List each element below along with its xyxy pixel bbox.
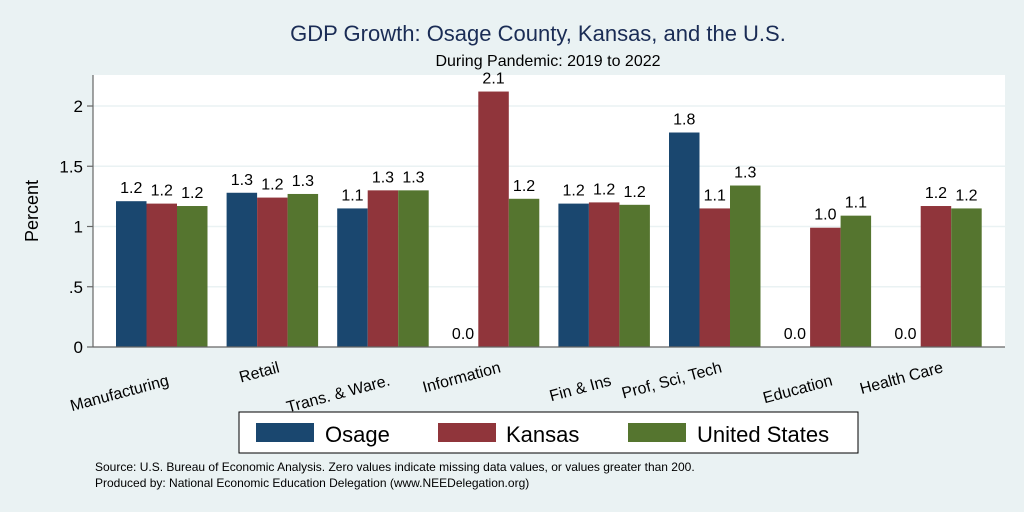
- legend-swatch: [256, 423, 314, 442]
- bar-kansas: [810, 227, 841, 347]
- bar-united-states: [840, 215, 872, 347]
- data-label: 1.2: [563, 183, 585, 200]
- producer-note: Produced by: National Economic Education…: [95, 476, 529, 490]
- bar-kansas: [257, 197, 288, 347]
- bar-osage: [337, 208, 368, 347]
- legend-swatch: [628, 423, 686, 442]
- x-tick-label: Education: [761, 372, 834, 407]
- y-tick-label: .5: [69, 278, 83, 297]
- data-label: 1.8: [673, 112, 695, 129]
- data-label: 1.3: [231, 172, 253, 189]
- y-axis-label: Percent: [22, 180, 42, 242]
- y-tick-label: 1: [74, 218, 83, 237]
- data-label: 1.1: [704, 187, 726, 204]
- data-label: 1.2: [120, 180, 142, 197]
- bar-kansas: [478, 91, 509, 347]
- bar-kansas: [699, 208, 730, 347]
- source-note: Source: U.S. Bureau of Economic Analysis…: [95, 460, 695, 474]
- legend-swatch: [438, 423, 496, 442]
- bar-united-states: [177, 206, 208, 347]
- data-label: 0.0: [452, 326, 474, 343]
- data-label: 1.2: [955, 187, 977, 204]
- bar-osage: [226, 192, 258, 347]
- x-tick-label: Health Care: [858, 359, 945, 398]
- y-tick-label: 1.5: [59, 157, 83, 176]
- legend-label: Osage: [325, 422, 390, 447]
- bar-united-states: [730, 185, 761, 347]
- data-label: 1.3: [402, 169, 424, 186]
- legend: [238, 411, 859, 454]
- data-label: 2.1: [482, 71, 504, 88]
- bar-osage: [116, 201, 147, 347]
- x-tick-label: Manufacturing: [68, 372, 170, 415]
- chart-title: GDP Growth: Osage County, Kansas, and th…: [290, 21, 786, 46]
- data-label: 1.2: [151, 183, 173, 200]
- x-tick-label: Trans. & Ware.: [285, 372, 392, 416]
- y-tick-label: 2: [74, 97, 83, 116]
- data-label: 1.1: [845, 195, 867, 212]
- data-label: 1.2: [513, 178, 535, 195]
- bar-united-states: [398, 190, 429, 347]
- bar-united-states: [619, 204, 650, 347]
- bar-united-states: [951, 208, 982, 347]
- data-label: 1.3: [292, 173, 314, 190]
- data-label: 0.0: [784, 326, 806, 343]
- data-label: 1.1: [341, 187, 363, 204]
- x-tick-label: Fin & Ins: [548, 372, 613, 405]
- legend-label: United States: [697, 422, 829, 447]
- data-label: 1.2: [624, 184, 646, 201]
- data-label: 1.2: [181, 185, 203, 202]
- bar-united-states: [508, 198, 540, 347]
- data-label: 1.3: [372, 169, 394, 186]
- chart-subtitle: During Pandemic: 2019 to 2022: [435, 53, 660, 70]
- data-label: 1.2: [593, 181, 615, 198]
- y-tick-label: 0: [74, 338, 83, 357]
- bar-kansas: [588, 202, 620, 347]
- data-label: 1.2: [925, 185, 947, 202]
- bar-kansas: [367, 190, 399, 347]
- x-tick-label: Prof, Sci, Tech: [620, 359, 724, 402]
- data-label: 1.3: [734, 165, 756, 182]
- x-tick-label: Information: [421, 359, 503, 396]
- bar-kansas: [920, 206, 952, 347]
- bar-kansas: [146, 203, 177, 347]
- bar-osage: [669, 132, 700, 347]
- bar-united-states: [287, 193, 319, 347]
- legend-label: Kansas: [506, 422, 579, 447]
- data-label: 1.0: [814, 207, 836, 224]
- data-label: 0.0: [894, 326, 916, 343]
- data-label: 1.2: [261, 177, 283, 194]
- x-tick-label: Retail: [237, 359, 281, 386]
- bar-osage: [558, 203, 589, 347]
